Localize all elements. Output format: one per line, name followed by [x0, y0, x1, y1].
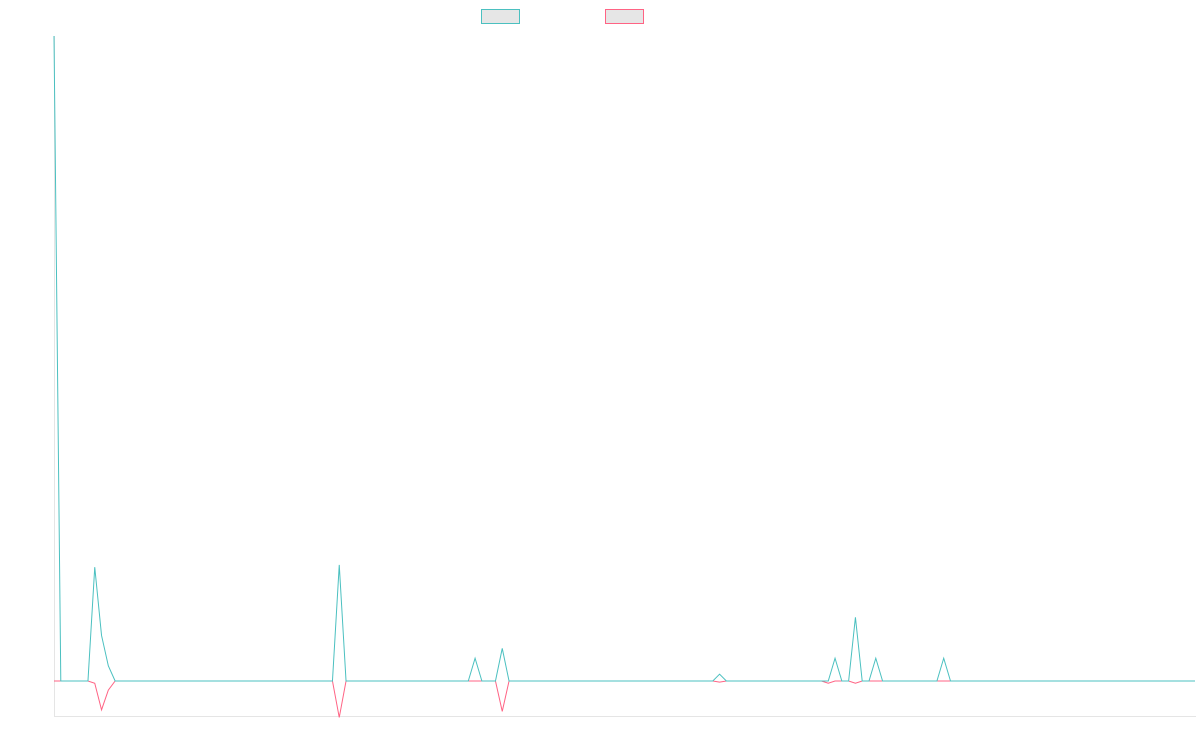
legend-item-series-1[interactable]	[481, 9, 520, 24]
series-line-1	[53, 35, 1195, 682]
series-layer	[53, 35, 1195, 718]
legend-item-series-2[interactable]	[605, 9, 644, 24]
series-line-2	[54, 680, 1195, 718]
legend	[0, 9, 1200, 27]
